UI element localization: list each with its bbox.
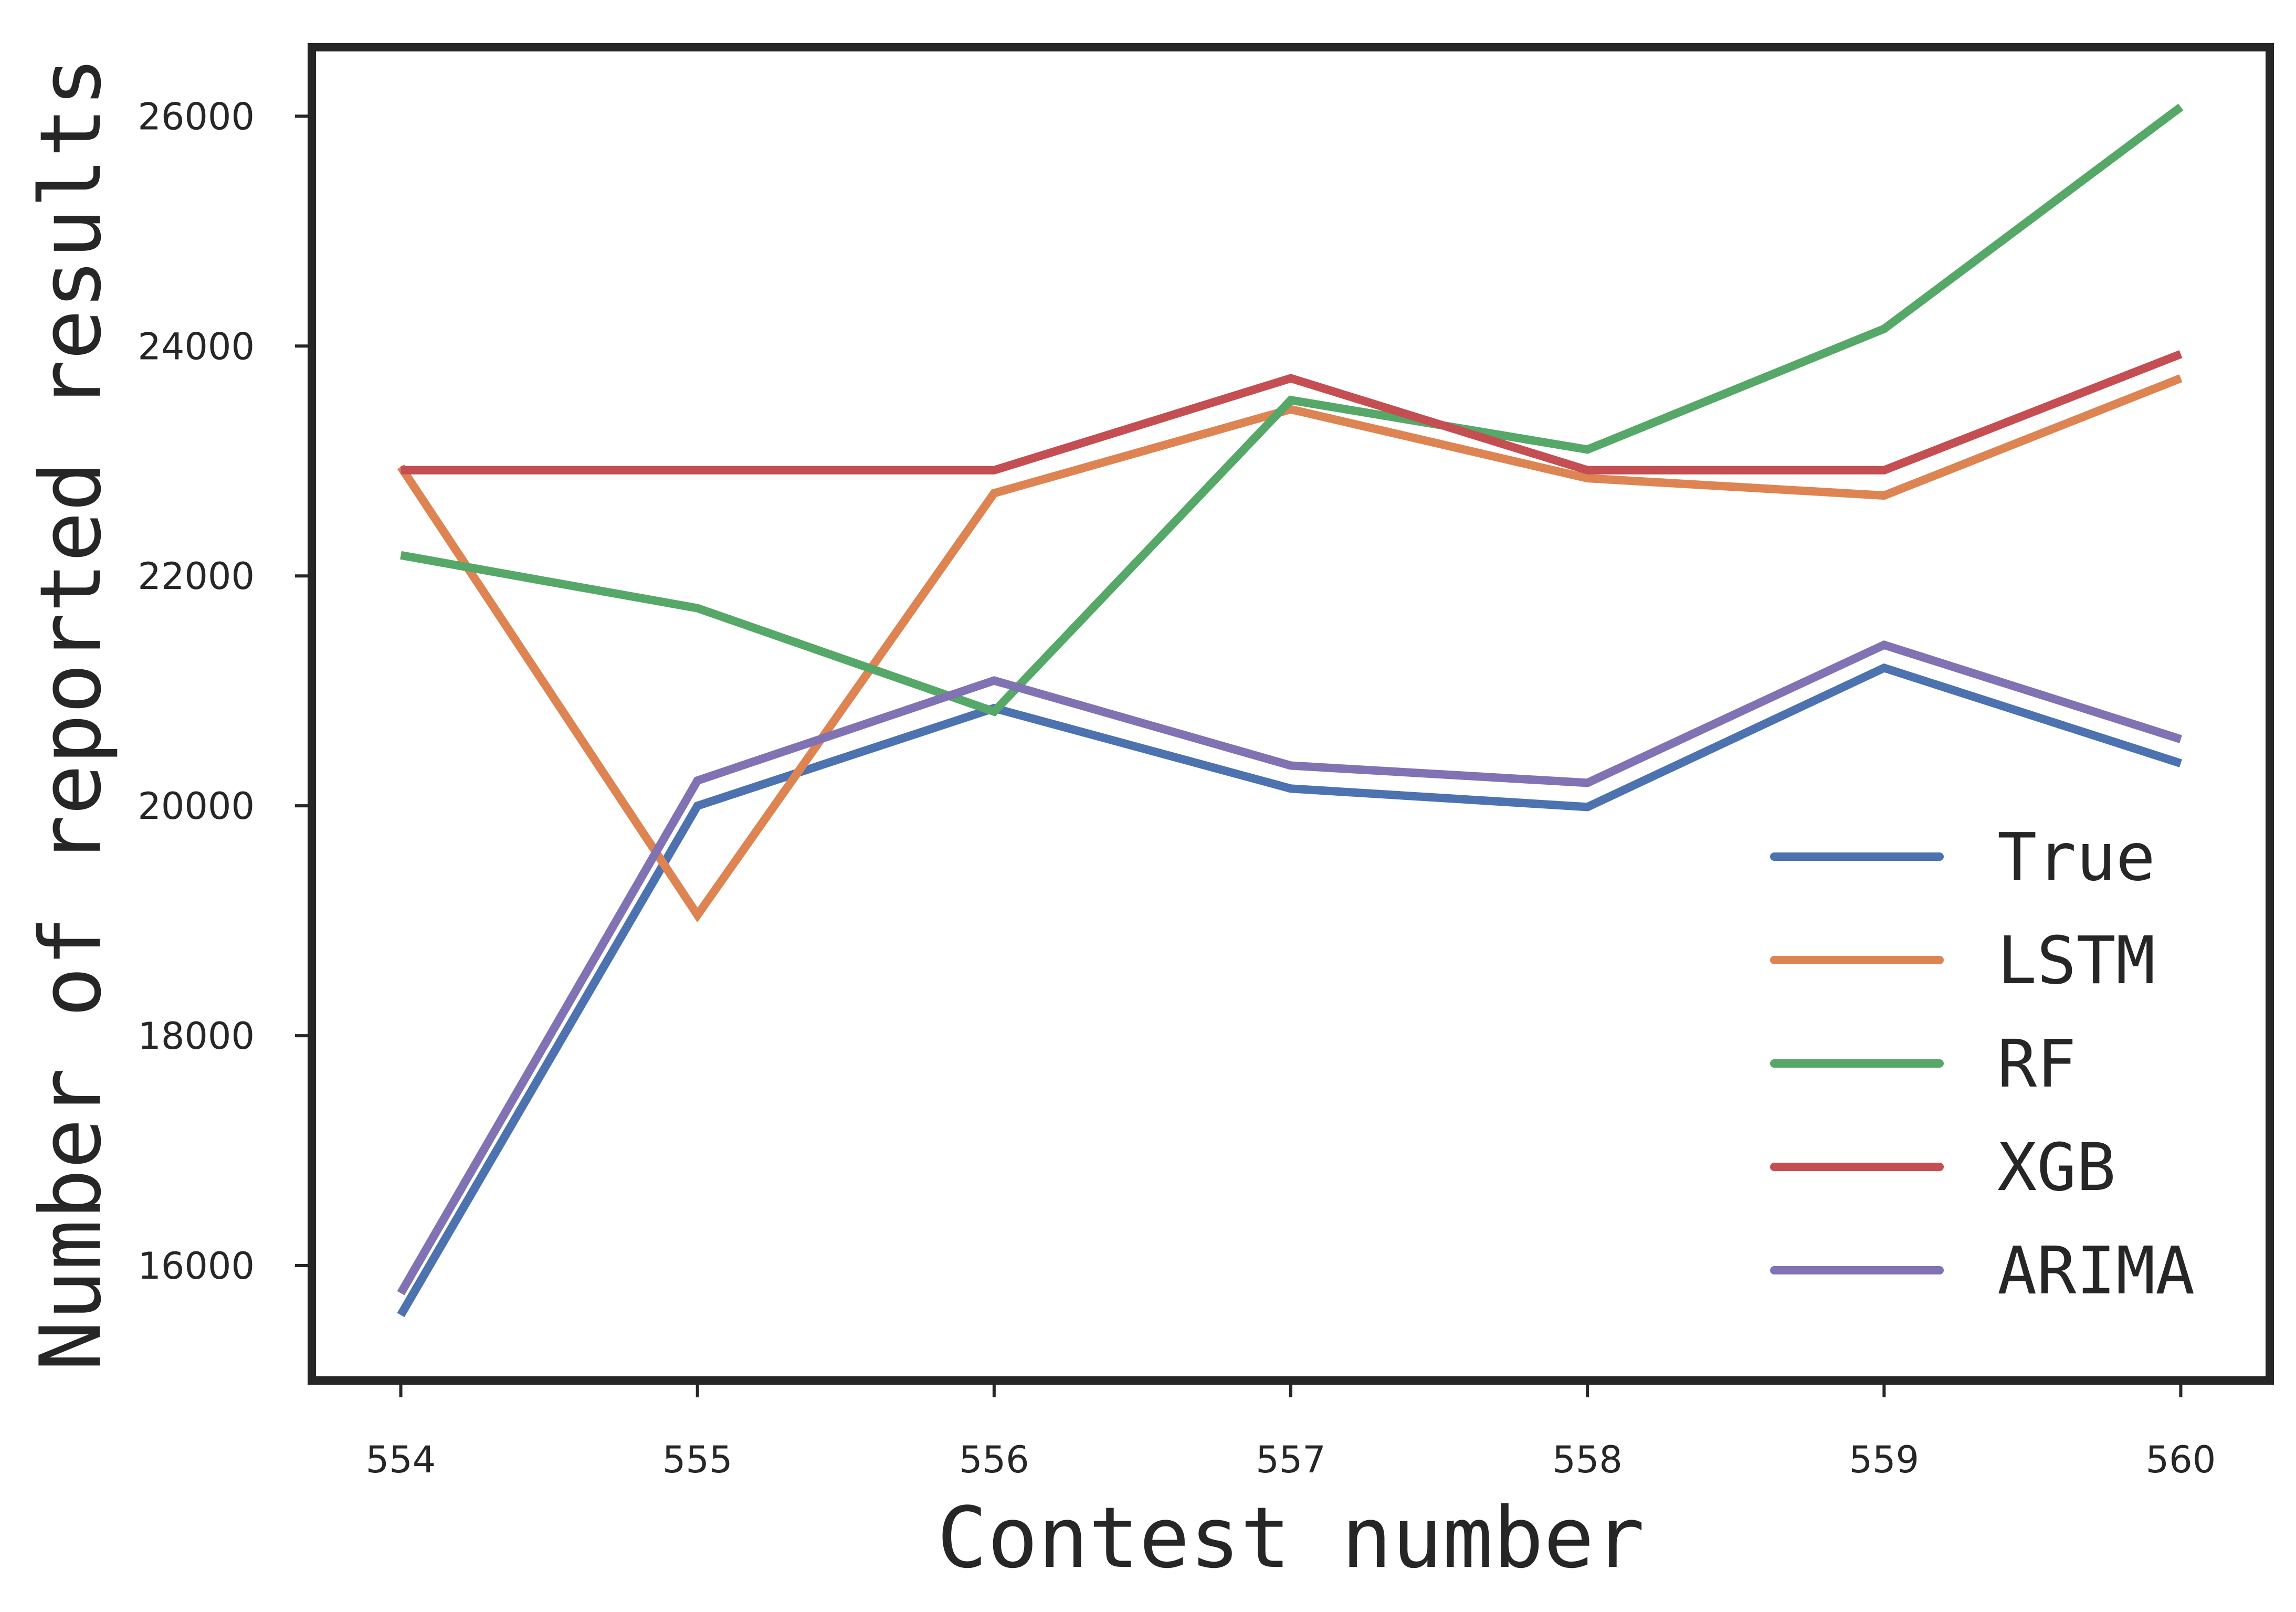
x-axis: 554 555 556 557 558 559 560 <box>366 1385 2216 1481</box>
series-layer <box>397 103 2184 1318</box>
series-line-rf <box>400 103 2184 717</box>
x-tick-label: 554 <box>366 1438 436 1481</box>
x-tick-label: 559 <box>1849 1438 1919 1481</box>
plot-frame <box>308 43 2274 1385</box>
series-line-arima <box>397 640 2182 1295</box>
legend: True LSTM RF XGB ARIMA <box>1770 819 2195 1309</box>
series-line-lstm <box>397 374 2183 923</box>
y-tick-label: 18000 <box>138 1015 255 1058</box>
x-tick-label: 556 <box>959 1438 1029 1481</box>
series-line-true <box>397 663 2182 1318</box>
x-tick-label: 555 <box>662 1438 733 1481</box>
y-tick-label: 16000 <box>138 1245 255 1288</box>
legend-label-rf: RF <box>1997 1026 2077 1102</box>
legend-label-lstm: LSTM <box>1997 923 2155 999</box>
y-tick-label: 26000 <box>138 95 255 138</box>
y-tick-label: 24000 <box>138 325 255 368</box>
y-axis-title: Number of reported results <box>22 57 120 1372</box>
y-tick-label: 22000 <box>138 555 255 598</box>
y-tick-label: 20000 <box>138 785 255 828</box>
x-axis-title: Contest number <box>937 1489 1645 1587</box>
legend-label-arima: ARIMA <box>1997 1233 2195 1309</box>
legend-label-true: True <box>1997 819 2155 895</box>
series-line-xgb <box>401 350 2183 475</box>
x-tick-label: 558 <box>1552 1438 1623 1481</box>
x-tick-label: 560 <box>2146 1438 2216 1481</box>
legend-label-xgb: XGB <box>1997 1130 2116 1206</box>
y-axis: 16000 18000 20000 22000 24000 26000 <box>138 95 308 1288</box>
x-tick-label: 557 <box>1256 1438 1326 1481</box>
